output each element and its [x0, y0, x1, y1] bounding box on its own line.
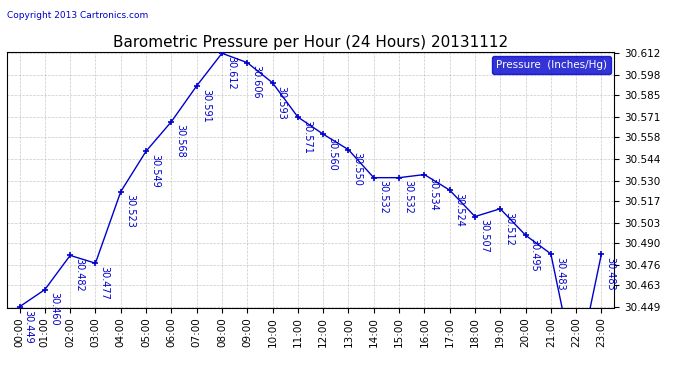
Text: 30.606: 30.606: [251, 65, 262, 99]
Text: 30.591: 30.591: [201, 89, 211, 123]
Text: 30.532: 30.532: [403, 180, 413, 214]
Text: 30.612: 30.612: [226, 56, 236, 90]
Text: 30.523: 30.523: [125, 195, 135, 228]
Text: 30.568: 30.568: [175, 124, 186, 158]
Text: 30.534: 30.534: [428, 177, 439, 211]
Text: 30.483: 30.483: [555, 256, 565, 290]
Text: Copyright 2013 Cartronics.com: Copyright 2013 Cartronics.com: [7, 11, 148, 20]
Legend: Pressure  (Inches/Hg): Pressure (Inches/Hg): [492, 56, 611, 74]
Text: 30.549: 30.549: [150, 154, 160, 188]
Title: Barometric Pressure per Hour (24 Hours) 20131112: Barometric Pressure per Hour (24 Hours) …: [113, 35, 508, 50]
Text: 30.560: 30.560: [327, 137, 337, 171]
Text: 30.532: 30.532: [378, 180, 388, 214]
Text: 30.483: 30.483: [606, 256, 615, 290]
Text: 30.460: 30.460: [49, 292, 59, 326]
Text: 30.512: 30.512: [504, 211, 515, 245]
Text: 30.405: 30.405: [0, 374, 1, 375]
Text: 30.571: 30.571: [302, 120, 312, 154]
Text: 30.507: 30.507: [479, 219, 489, 253]
Text: 30.593: 30.593: [277, 86, 287, 119]
Text: 30.477: 30.477: [99, 266, 110, 300]
Text: 30.495: 30.495: [530, 238, 540, 272]
Text: 30.524: 30.524: [454, 193, 464, 227]
Text: 30.550: 30.550: [353, 153, 363, 186]
Text: 30.482: 30.482: [75, 258, 84, 292]
Text: 30.449: 30.449: [23, 309, 34, 343]
